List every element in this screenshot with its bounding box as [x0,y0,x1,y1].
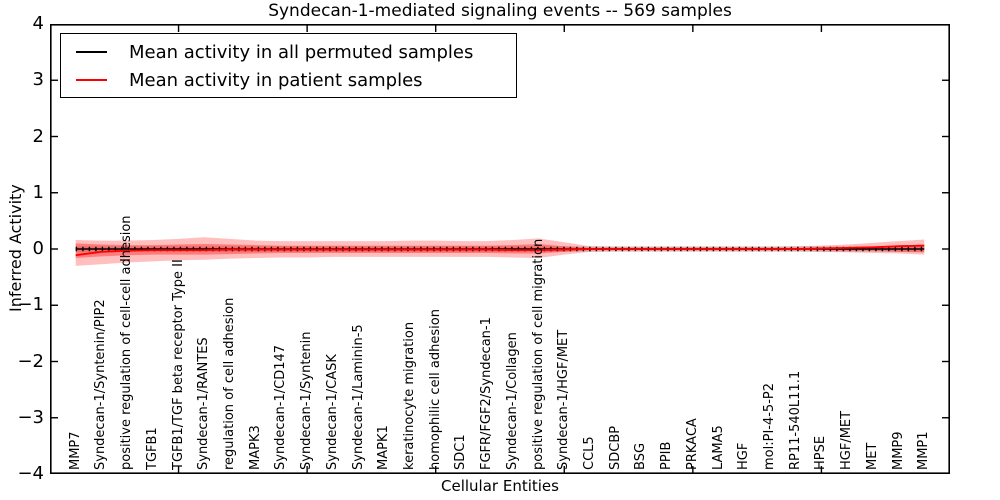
x-category-label: HGF/MET [839,410,855,470]
y-tick-label: −4 [17,463,44,484]
y-tick-label: −2 [17,350,44,372]
x-category-label: LAMA5 [710,425,726,470]
y-tick-label: 4 [32,13,44,34]
x-category-label: Syndecan-1/Syntenin/PIP2 [93,299,109,470]
legend-line-swatch [76,79,107,81]
x-category-label: Syndecan-1/CASK [324,354,340,470]
x-category-label: PRKACA [684,418,700,470]
x-axis-label: Cellular Entities [441,477,559,495]
x-category-label: PPIB [659,441,675,470]
x-category-label: keratinocyte migration [401,321,417,470]
x-category-label: CCL5 [581,436,597,470]
x-category-label: Syndecan-1/RANTES [196,337,212,470]
y-tick-label: −3 [17,406,44,428]
y-tick-label: 3 [32,69,44,91]
y-tick-label: 2 [32,125,44,147]
x-category-label: MET [864,442,880,470]
axes-frame [50,24,950,474]
x-category-label: MMP9 [890,431,906,470]
x-category-label: Syndecan-1/Collagen [504,332,520,470]
legend-item: Mean activity in all permuted samples [61,38,516,66]
legend-label: Mean activity in patient samples [129,69,423,91]
x-category-label: FGFR/FGF2/Syndecan-1 [479,317,495,470]
x-category-label: HPSE [813,435,829,470]
y-tick-label: 1 [32,181,44,203]
patient-std-outer-band [75,237,925,266]
x-category-label: Syndecan-1/CD147 [273,344,289,470]
legend-line-swatch [76,51,107,53]
y-tick-label: 0 [32,238,44,259]
x-category-label: Syndecan-1/Syntenin [299,331,315,471]
x-category-label: MMP1 [916,431,932,470]
y-tick-label: −1 [17,294,44,316]
x-category-label: TGFB1/TGF beta receptor Type II [170,259,186,470]
legend-label: Mean activity in all permuted samples [129,41,474,63]
x-category-label: regulation of cell adhesion [221,297,237,470]
x-category-label: TGFB1 [144,427,160,470]
x-category-label: MAPK3 [247,425,263,470]
chart-title: Syndecan-1-mediated signaling events -- … [268,1,732,21]
Mean-activity-in-patient-samples-line [75,244,925,257]
x-category-label: positive regulation of cell migration [530,238,546,470]
x-category-label: positive regulation of cell-cell adhesio… [119,215,135,470]
x-category-label: BSG [633,442,649,470]
legend-item: Mean activity in patient samples [61,66,516,94]
x-category-label: mol:PI-4-5-P2 [761,382,777,470]
x-category-label: MMP7 [67,431,83,470]
x-category-label: Syndecan-1/HGF/MET [556,329,572,470]
legend-box: Mean activity in all permuted samples Mea… [60,33,517,98]
x-category-label: SDC1 [453,434,469,470]
x-category-label: Syndecan-1/Laminin-5 [350,324,366,470]
x-category-label: RP11-540L11.1 [787,370,803,470]
plot-area [50,24,950,474]
x-category-label: SDCBP [607,425,623,470]
x-category-label: homophilic cell adhesion [427,309,443,470]
x-category-label: MAPK1 [376,425,392,470]
x-category-label: HGF [736,442,752,470]
